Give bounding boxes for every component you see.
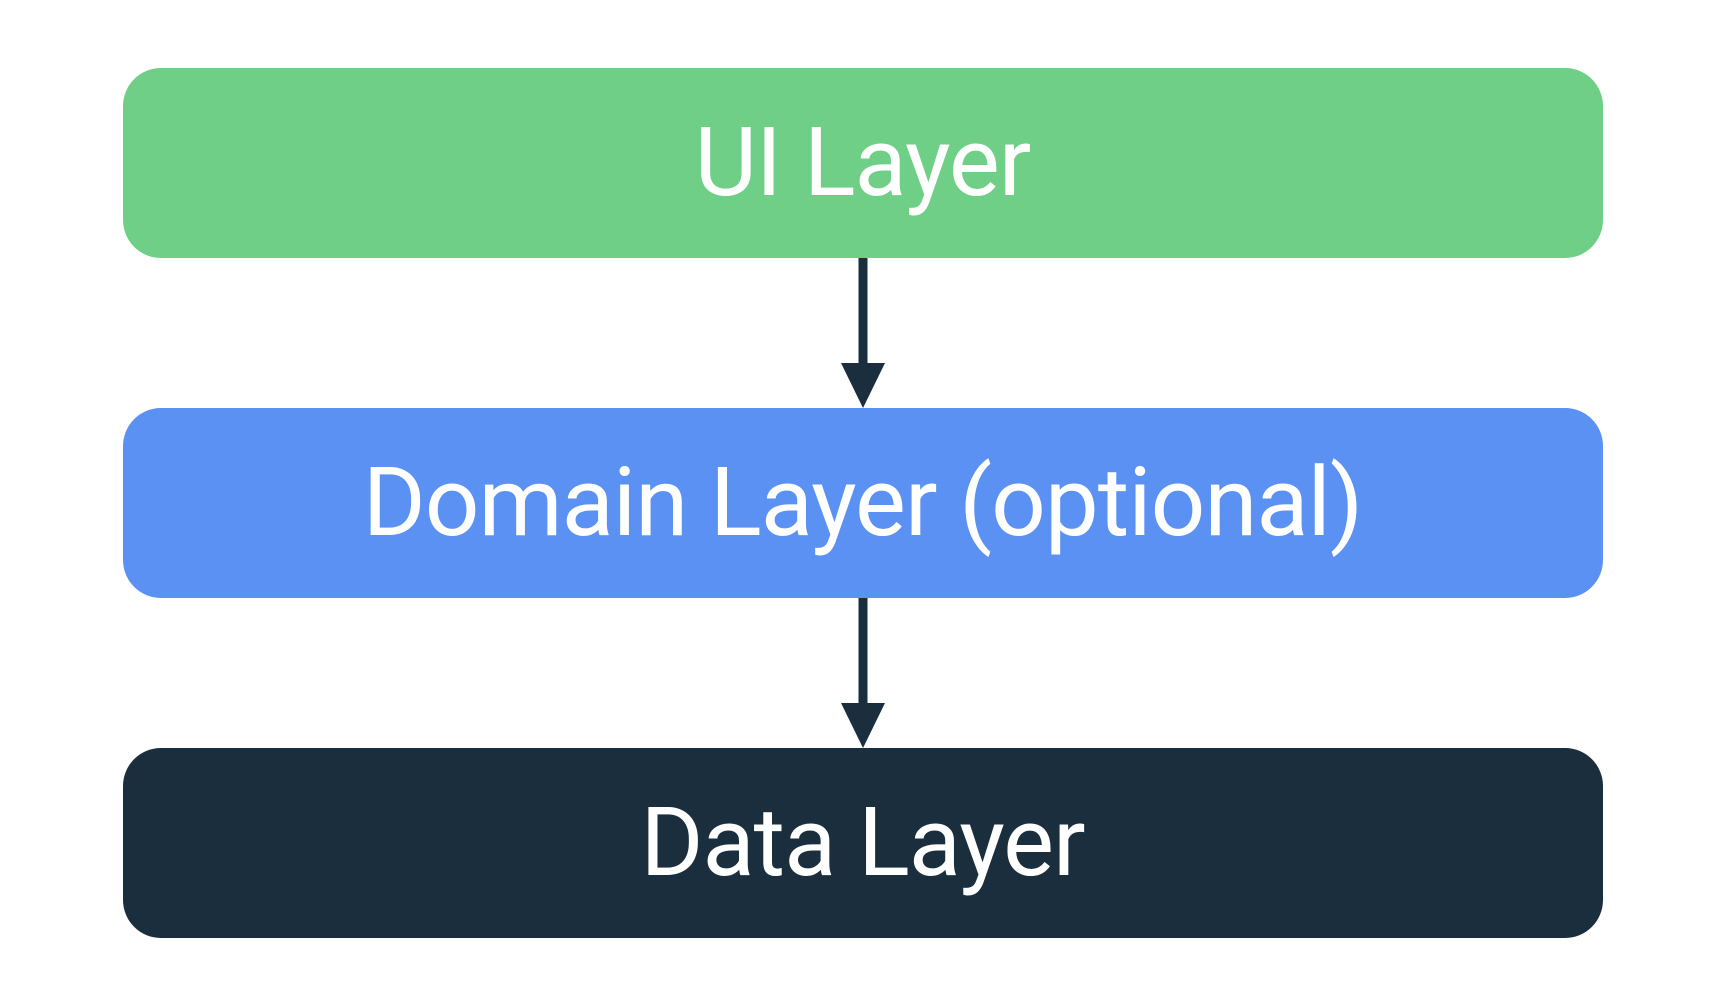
arrow-down-icon — [833, 598, 893, 748]
arrow-2 — [833, 598, 893, 748]
data-layer-box: Data Layer — [123, 748, 1603, 938]
arrow-down-icon — [833, 258, 893, 408]
ui-layer-label: UI Layer — [695, 107, 1031, 219]
data-layer-label: Data Layer — [640, 787, 1084, 899]
domain-layer-box: Domain Layer (optional) — [123, 408, 1603, 598]
domain-layer-label: Domain Layer (optional) — [363, 447, 1363, 559]
architecture-diagram: UI Layer Domain Layer (optional) Data La… — [123, 68, 1603, 938]
ui-layer-box: UI Layer — [123, 68, 1603, 258]
arrow-1 — [833, 258, 893, 408]
